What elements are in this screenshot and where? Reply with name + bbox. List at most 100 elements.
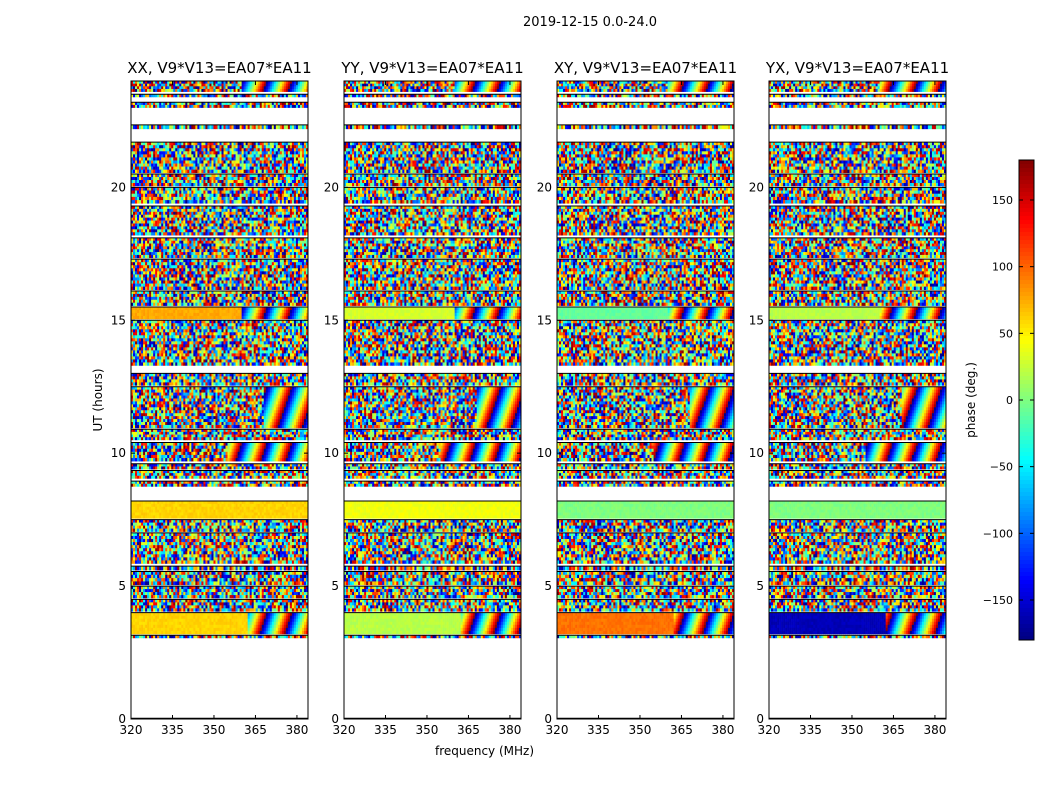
y-tick-label: 20 bbox=[749, 180, 764, 194]
data-band bbox=[131, 570, 308, 586]
data-band bbox=[131, 186, 308, 204]
colorbar-segment bbox=[1019, 196, 1034, 201]
colorbar-segment bbox=[1019, 388, 1034, 393]
axes-frame bbox=[556, 80, 735, 720]
colorbar-segment bbox=[1019, 528, 1034, 533]
data-band bbox=[131, 463, 308, 470]
colorbar-segment bbox=[1019, 552, 1034, 557]
y-tick-label: 15 bbox=[537, 313, 552, 327]
phase-image bbox=[131, 81, 308, 719]
colorbar-segment bbox=[1019, 636, 1034, 641]
colorbar-segment bbox=[1019, 312, 1034, 317]
colorbar-segment bbox=[1019, 296, 1034, 301]
colorbar: 150 100 50 0 −50 −100 −150 phase (deg.) bbox=[964, 159, 1035, 641]
data-band bbox=[131, 372, 308, 386]
colorbar-segment bbox=[1019, 340, 1034, 345]
phase-image bbox=[344, 81, 521, 719]
data-band bbox=[769, 186, 946, 204]
colorbar-segment bbox=[1019, 580, 1034, 585]
colorbar-segment bbox=[1019, 544, 1034, 549]
data-band bbox=[769, 237, 946, 259]
colorbar-segment bbox=[1019, 376, 1034, 381]
colorbar-segment bbox=[1019, 276, 1034, 281]
x-tick-label: 335 bbox=[161, 723, 184, 737]
data-band bbox=[557, 612, 734, 635]
data-band bbox=[557, 306, 734, 320]
y-tick-label: 10 bbox=[111, 446, 126, 460]
y-tick-label: 20 bbox=[324, 180, 339, 194]
data-band bbox=[131, 81, 308, 92]
colorbar-segment bbox=[1019, 328, 1034, 333]
data-band bbox=[557, 319, 734, 366]
colorbar-segment bbox=[1019, 344, 1034, 349]
colorbar-segment bbox=[1019, 444, 1034, 449]
colorbar-segment bbox=[1019, 336, 1034, 341]
data-band bbox=[344, 565, 521, 571]
data-band bbox=[557, 469, 734, 479]
data-band bbox=[769, 442, 946, 462]
data-band bbox=[131, 173, 308, 187]
x-tick-label: 350 bbox=[416, 723, 439, 737]
data-band bbox=[557, 237, 734, 259]
data-band bbox=[557, 463, 734, 470]
axes-frame bbox=[768, 80, 947, 720]
data-band bbox=[557, 124, 734, 130]
data-band bbox=[344, 480, 521, 487]
colorbar-segment bbox=[1019, 452, 1034, 457]
x-tick-label: 365 bbox=[244, 723, 267, 737]
data-band bbox=[769, 386, 946, 429]
colorbar-segment bbox=[1019, 504, 1034, 509]
colorbar-segment bbox=[1019, 536, 1034, 541]
colorbar-segment bbox=[1019, 548, 1034, 553]
colorbar-segment bbox=[1019, 300, 1034, 305]
data-band bbox=[131, 101, 308, 108]
data-band bbox=[769, 290, 946, 306]
colorbar-segment bbox=[1019, 172, 1034, 177]
data-band bbox=[769, 124, 946, 130]
axes-frame bbox=[130, 80, 309, 720]
colorbar-tick-label: −150 bbox=[983, 594, 1013, 607]
data-band bbox=[344, 319, 521, 366]
colorbar-segment bbox=[1019, 288, 1034, 293]
colorbar-segment bbox=[1019, 316, 1034, 321]
colorbar-segment bbox=[1019, 632, 1034, 637]
data-band bbox=[769, 463, 946, 470]
data-band bbox=[131, 124, 308, 130]
colorbar-segment bbox=[1019, 204, 1034, 209]
colorbar-segment bbox=[1019, 280, 1034, 285]
data-band bbox=[557, 480, 734, 487]
colorbar-segment bbox=[1019, 200, 1034, 205]
colorbar-segment bbox=[1019, 520, 1034, 525]
colorbar-segment bbox=[1019, 488, 1034, 493]
data-band bbox=[557, 442, 734, 462]
data-band bbox=[131, 306, 308, 320]
data-band bbox=[557, 372, 734, 386]
y-tick-label: 5 bbox=[331, 579, 339, 593]
x-tick-label: 365 bbox=[882, 723, 905, 737]
colorbar-segment bbox=[1019, 500, 1034, 505]
data-band bbox=[344, 81, 521, 92]
data-band bbox=[131, 258, 308, 290]
data-band bbox=[131, 442, 308, 462]
y-tick-label: 15 bbox=[324, 313, 339, 327]
y-tick-label: 10 bbox=[324, 446, 339, 460]
colorbar-segment bbox=[1019, 432, 1034, 437]
colorbar-tick-label: 50 bbox=[999, 327, 1013, 340]
colorbar-segment bbox=[1019, 384, 1034, 389]
data-band bbox=[344, 101, 521, 108]
x-axis-label: frequency (MHz) bbox=[435, 744, 534, 758]
data-band bbox=[131, 93, 308, 98]
colorbar-segment bbox=[1019, 260, 1034, 265]
colorbar-segment bbox=[1019, 360, 1034, 365]
colorbar-segment bbox=[1019, 540, 1034, 545]
colorbar-segment bbox=[1019, 612, 1034, 617]
colorbar-segment bbox=[1019, 252, 1034, 257]
data-band bbox=[344, 124, 521, 130]
data-band bbox=[557, 81, 734, 92]
colorbar-segment bbox=[1019, 624, 1034, 629]
colorbar-segment bbox=[1019, 436, 1034, 441]
colorbar-segment bbox=[1019, 484, 1034, 489]
x-tick-label: 365 bbox=[670, 723, 693, 737]
axes-frame bbox=[343, 80, 522, 720]
